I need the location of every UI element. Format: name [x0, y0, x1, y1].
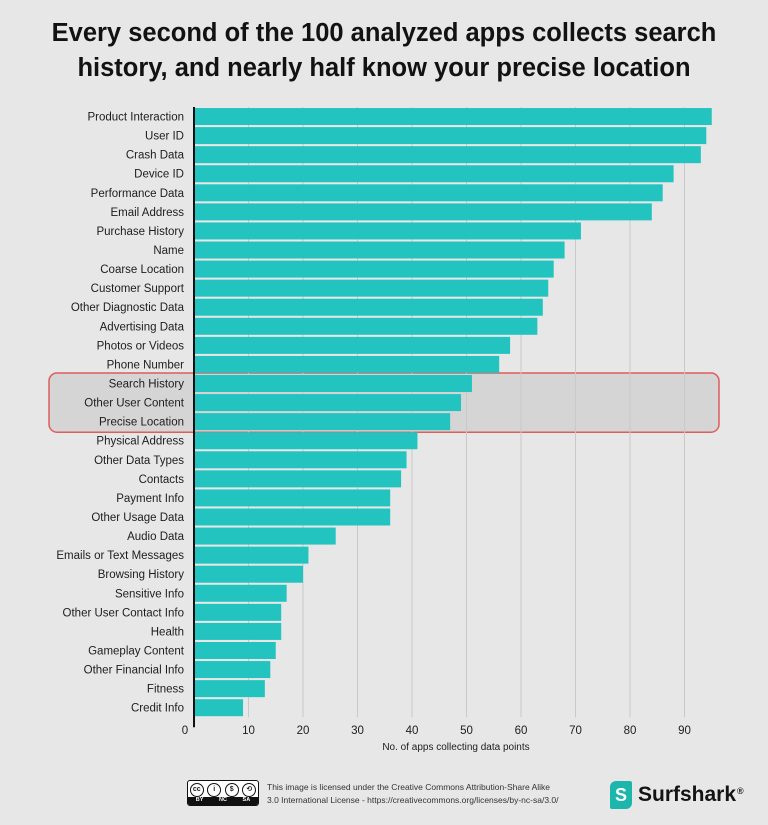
bar: [194, 317, 538, 335]
license-text-line-2: 3.0 International License - https://crea…: [267, 795, 559, 805]
category-label: Purchase History: [96, 226, 184, 238]
category-label: Physical Address: [96, 436, 184, 448]
bar: [194, 108, 712, 126]
brand-logo: S Surfshark ®: [610, 780, 744, 810]
category-label: Other Financial Info: [84, 665, 184, 677]
category-label: Precise Location: [99, 417, 184, 429]
category-label: Other Usage Data: [91, 512, 184, 524]
category-label: Fitness: [147, 684, 184, 696]
category-label: Product Interaction: [87, 112, 184, 124]
x-tick-label: 80: [624, 725, 637, 737]
bar: [194, 489, 391, 507]
cc-label-sa: SA: [242, 797, 251, 804]
category-label: Other Diagnostic Data: [71, 302, 185, 314]
category-label: Crash Data: [126, 150, 185, 162]
category-label: Other User Content: [84, 398, 185, 410]
category-label: Credit Info: [131, 703, 184, 715]
bar: [194, 661, 271, 679]
x-axis-label: No. of apps collecting data points: [382, 742, 529, 753]
category-label: Health: [151, 626, 184, 638]
bar-chart: Product Interaction User ID Crash Data Devi…: [48, 107, 720, 753]
x-tick-label: 70: [569, 725, 582, 737]
cc-license-badge: cc i $ ⟲ BY NC SA: [187, 780, 259, 806]
category-label: Advertising Data: [100, 321, 185, 333]
attribution-icon: i: [207, 782, 222, 797]
category-label: Other Data Types: [94, 455, 184, 467]
category-label: Browsing History: [98, 569, 185, 581]
bar: [194, 413, 451, 431]
category-label: Performance Data: [91, 188, 185, 200]
category-label: Email Address: [110, 207, 184, 219]
category-label: Other User Contact Info: [63, 607, 184, 619]
bar: [194, 584, 287, 602]
bar: [194, 336, 511, 354]
x-tick-label: 60: [515, 725, 528, 737]
bar: [194, 641, 276, 659]
license-text-line-1: This image is licensed under the Creativ…: [267, 782, 550, 792]
bar: [194, 394, 462, 412]
x-tick-label: 0: [182, 725, 188, 737]
category-label: Search History: [109, 379, 185, 391]
category-label: Emails or Text Messages: [56, 550, 184, 562]
bar: [194, 203, 652, 221]
x-tick-label: 20: [297, 725, 310, 737]
registered-mark: ®: [737, 786, 744, 796]
license-text: This image is licensed under the Creativ…: [267, 781, 587, 807]
bar: [194, 165, 674, 183]
bar: [194, 279, 549, 297]
category-label: Gameplay Content: [88, 645, 185, 657]
bar: [194, 127, 707, 145]
category-label: Customer Support: [91, 283, 185, 295]
bar: [194, 508, 391, 526]
noncommercial-icon: $: [224, 782, 239, 797]
surfshark-logo-icon: S: [610, 781, 632, 809]
cc-icon: cc: [189, 782, 204, 797]
bar: [194, 451, 407, 469]
x-tick-label: 90: [678, 725, 691, 737]
cc-label-nc: NC: [219, 797, 227, 804]
category-label: Sensitive Info: [115, 588, 184, 600]
category-label: Audio Data: [127, 531, 185, 543]
bar: [194, 375, 472, 393]
x-tick-label: 50: [460, 725, 473, 737]
cc-label-by: BY: [195, 797, 204, 804]
chart-title: Every second of the 100 analyzed apps co…: [0, 16, 768, 86]
bar: [194, 241, 565, 259]
x-tick-label: 10: [242, 725, 255, 737]
sharealike-icon: ⟲: [242, 782, 257, 797]
bar: [194, 622, 282, 640]
bar: [194, 146, 701, 164]
bar: [194, 527, 336, 545]
bar: [194, 680, 265, 698]
bar: [194, 222, 581, 240]
category-label: Payment Info: [116, 493, 184, 505]
category-label: Name: [153, 245, 184, 257]
category-label: Coarse Location: [100, 264, 184, 276]
bar: [194, 432, 418, 450]
brand-name: Surfshark: [638, 783, 737, 806]
bar: [194, 184, 663, 202]
category-label: Device ID: [134, 169, 184, 181]
category-label: Phone Number: [107, 359, 185, 371]
bar: [194, 546, 309, 564]
bar: [194, 355, 500, 373]
bar: [194, 260, 554, 278]
bar: [194, 565, 303, 583]
x-tick-label: 30: [351, 725, 364, 737]
x-tick-label: 40: [406, 725, 419, 737]
bar: [194, 298, 543, 316]
category-label: Contacts: [139, 474, 185, 486]
bar: [194, 699, 244, 717]
bar: [194, 603, 282, 621]
chart-title-line-2: history, and nearly half know your preci…: [77, 54, 691, 82]
surfshark-logo-letter: S: [614, 784, 627, 805]
chart-title-line-1: Every second of the 100 analyzed apps co…: [51, 19, 717, 47]
bar: [194, 470, 402, 488]
category-label: Photos or Videos: [97, 340, 185, 352]
category-label: User ID: [145, 131, 184, 143]
